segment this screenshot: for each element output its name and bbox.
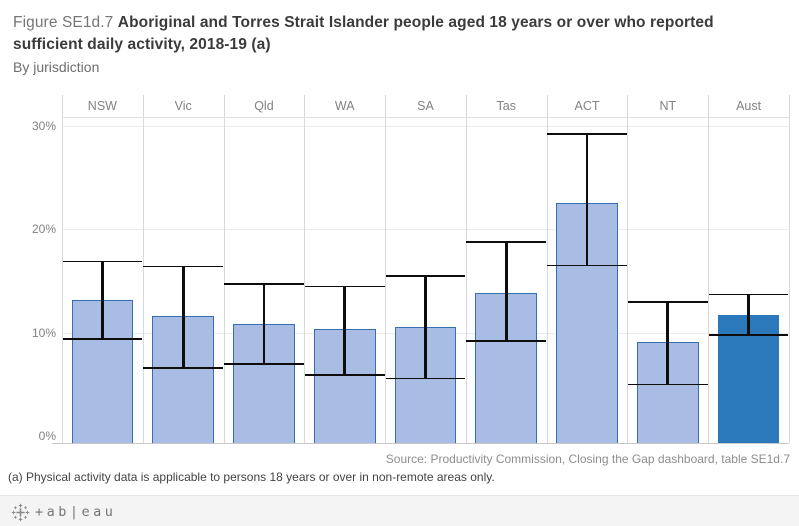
error-cap-bottom-qld: [224, 363, 304, 365]
error-cap-bottom-aust: [708, 334, 789, 336]
column-divider: [304, 95, 306, 443]
error-cap-bottom-tas: [466, 340, 547, 342]
error-cap-top-tas: [466, 241, 547, 243]
error-cap-top-nsw: [62, 260, 143, 263]
column-header-aust: Aust: [736, 99, 762, 113]
tableau-wordmark: +ab|eau: [35, 504, 117, 520]
footnote: (a) Physical activity data is applicable…: [8, 470, 495, 484]
error-cap-bottom-nsw: [62, 338, 143, 340]
error-cap-top-qld: [224, 283, 304, 286]
tableau-footer-bar: +ab|eau: [0, 495, 799, 526]
column-divider: [546, 95, 548, 443]
x-axis-line: [52, 443, 789, 444]
column-divider: [223, 95, 225, 443]
error-bar-act: [585, 134, 589, 266]
error-bar-aust: [747, 294, 750, 335]
column-header-nsw: NSW: [87, 99, 117, 113]
y-axis-label-20: 20%: [31, 222, 56, 237]
column-header-vic: Vic: [174, 99, 192, 113]
y-axis-label-10: 10%: [31, 325, 56, 340]
title-line-1: Figure SE1d.7 Aboriginal and Torres Stra…: [13, 12, 788, 34]
column-header-wa: WA: [334, 99, 355, 113]
error-bar-tas: [504, 241, 508, 342]
error-cap-top-wa: [304, 285, 385, 288]
figure-label: Figure SE1d.7: [13, 14, 118, 31]
page-title: Figure SE1d.7 Aboriginal and Torres Stra…: [13, 12, 788, 77]
error-cap-top-sa: [385, 275, 466, 277]
plot-top-border: [62, 117, 789, 118]
column-header-act: ACT: [574, 99, 600, 113]
column-divider: [62, 95, 63, 443]
column-divider: [385, 95, 387, 443]
gridline-30: [62, 126, 789, 127]
column-header-sa: SA: [417, 99, 434, 113]
error-bar-vic: [181, 266, 185, 369]
error-bar-nt: [666, 301, 670, 385]
source-note: Source: Productivity Commission, Closing…: [385, 452, 790, 466]
y-axis-label-30: 30%: [31, 119, 56, 133]
error-bar-qld: [262, 284, 266, 364]
error-bar-sa: [424, 275, 427, 379]
y-axis-label-0: 0%: [38, 429, 56, 444]
error-cap-top-act: [547, 133, 627, 136]
column-header-tas: Tas: [496, 99, 516, 113]
column-divider: [465, 95, 467, 443]
title-text-1: Aboriginal and Torres Strait Islander pe…: [117, 14, 714, 31]
error-cap-bottom-wa: [304, 374, 385, 377]
gridline-20: [62, 229, 789, 231]
column-header-nt: NT: [659, 99, 677, 113]
error-cap-bottom-nt: [627, 383, 708, 386]
column-divider: [708, 95, 710, 443]
error-bar-nsw: [100, 261, 104, 340]
error-cap-bottom-vic: [143, 367, 224, 369]
column-divider: [789, 95, 790, 443]
error-bar-wa: [343, 286, 347, 376]
title-line-2: sufficient daily activity, 2018-19 (a): [13, 36, 271, 53]
bar-aust[interactable]: [717, 315, 780, 443]
error-cap-bottom-sa: [385, 377, 466, 380]
error-cap-top-nt: [627, 301, 708, 303]
chart-subtitle: By jurisdiction: [13, 59, 100, 75]
tableau-logo-icon: [11, 503, 30, 522]
column-header-qld: Qld: [254, 99, 274, 113]
tableau-logo-link[interactable]: +ab|eau: [11, 502, 116, 522]
error-cap-top-aust: [708, 293, 789, 296]
column-divider: [142, 95, 144, 443]
error-cap-bottom-act: [547, 264, 627, 267]
error-cap-top-vic: [143, 265, 224, 268]
column-divider: [627, 95, 629, 443]
